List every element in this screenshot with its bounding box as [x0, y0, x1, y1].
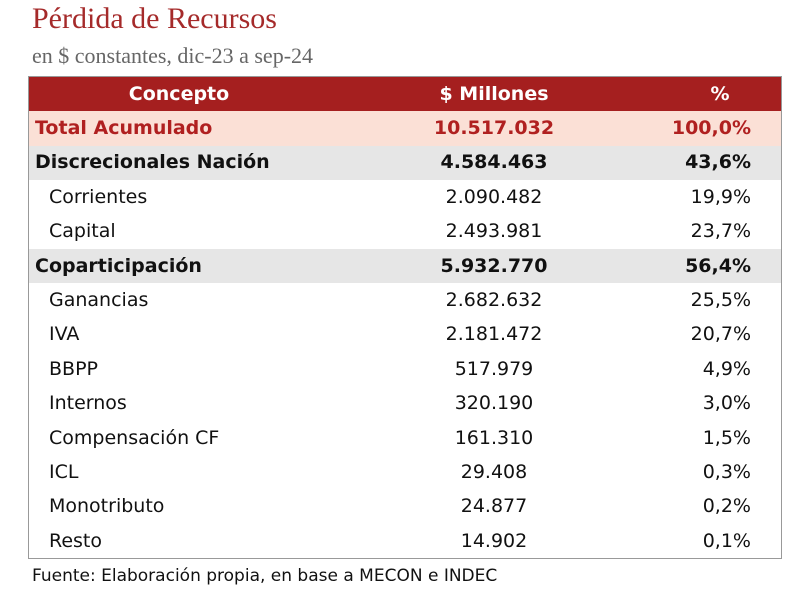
table-row: Capital 2.493.981 23,7%: [29, 215, 782, 249]
table-cell: ICL: [49, 460, 79, 483]
table-cell: 56,4%: [659, 248, 782, 284]
table-cell: Total Acumulado: [28, 111, 329, 146]
table-cell: Coparticipación: [28, 248, 329, 284]
table-cell: 29.408: [460, 460, 528, 483]
table-row: Coparticipación 5.932.770 56,4%: [28, 248, 782, 284]
table-row: Total Acumulado 10.517.032 100,0%: [28, 111, 782, 146]
table-cell: 320.190: [454, 392, 534, 415]
table-cell: 2.181.472: [445, 323, 543, 346]
table-row: Internos 320.190 3,0%: [29, 387, 782, 421]
table-cell: 10.517.032: [329, 111, 659, 146]
header-row: Concepto $ Millones%: [28, 76, 782, 112]
table-cell: 0,1%: [702, 529, 751, 552]
table-cell: 14.902: [460, 529, 528, 552]
table-cell: Discrecionales Nación: [28, 145, 329, 181]
table-cell: 19,9%: [690, 185, 751, 208]
table-cell: 517.979: [454, 357, 534, 380]
source-note: Fuente: Elaboración propia, en base a ME…: [32, 566, 498, 586]
table-cell: 1,5%: [702, 426, 751, 449]
table-row: Discrecionales Nación 4.584.463 43,6%: [28, 145, 782, 181]
table-cell: Internos: [49, 392, 127, 415]
table-row: ICL 29.408 0,3%: [29, 455, 782, 489]
table: Concepto $ Millones% Total Acumulado 10.51…: [28, 76, 782, 560]
table-cell: 5.932.770: [329, 248, 659, 284]
table-row: Ganancias 2.682.632 25,5%: [29, 283, 782, 317]
table-cell: 2.090.482: [445, 185, 543, 208]
table-cell: 4.584.463: [329, 145, 659, 181]
table-cell: Monotributo: [49, 495, 165, 518]
table-row: IVA 2.181.472 20,7%: [29, 318, 782, 352]
table-cell: BBPP: [49, 357, 98, 380]
table-cell: 2.682.632: [445, 289, 543, 312]
table-row: BBPP 517.979 4,9%: [29, 352, 782, 386]
table-cell: 100,0%: [659, 111, 782, 146]
table-cell: 161.310: [454, 426, 534, 449]
subtitle: en $ constantes, dic-23 a sep-24: [32, 43, 314, 68]
table-row: Corrientes 2.090.482 19,9%: [29, 180, 782, 214]
table-row: Compensación CF 161.310 1,5%: [29, 421, 782, 455]
table-cell: Ganancias: [49, 289, 149, 312]
table-cell: 2.493.981: [445, 220, 543, 243]
column-header: %: [659, 76, 782, 112]
table-body: Total Acumulado 10.517.032 100,0% Discrecio…: [28, 111, 782, 559]
table-cell: 3,0%: [702, 392, 751, 415]
title: Pérdida de Recursos: [32, 2, 277, 35]
table-cell: 23,7%: [690, 220, 751, 243]
table-cell: 20,7%: [690, 323, 751, 346]
table-row: Resto 14.902 0,1%: [29, 524, 782, 559]
column-header: $ Millones: [329, 76, 659, 112]
table-cell: Resto: [49, 529, 103, 552]
table-cell: Compensación CF: [49, 426, 220, 449]
table-row: Monotributo 24.877 0,2%: [29, 490, 782, 524]
table-cell: Capital: [49, 220, 116, 243]
table-cell: 0,3%: [702, 460, 751, 483]
table-cell: 4,9%: [702, 357, 751, 380]
table-cell: 43,6%: [659, 145, 782, 181]
table-cell: 0,2%: [702, 495, 751, 518]
column-header: Concepto: [28, 76, 329, 112]
table-cell: Corrientes: [49, 185, 148, 208]
table-cell: IVA: [49, 323, 80, 346]
table-head: Concepto $ Millones%: [28, 76, 782, 112]
table-cell: 24.877: [460, 495, 528, 518]
table-cell: 25,5%: [690, 289, 751, 312]
